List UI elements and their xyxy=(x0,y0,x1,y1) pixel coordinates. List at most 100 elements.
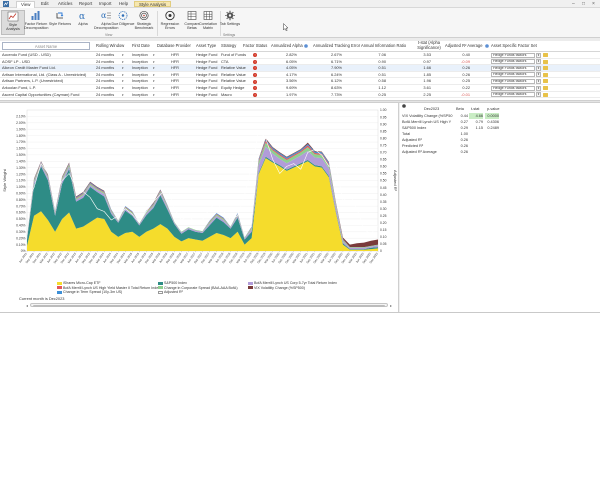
rolling-window-dropdown-icon[interactable]: ▾ xyxy=(122,66,124,71)
warning-icon[interactable]: ! xyxy=(253,86,257,91)
column-header[interactable]: Strategy xyxy=(221,43,237,48)
factor-set-select[interactable]: Hedge Funds factors xyxy=(491,79,535,85)
scroll-right-icon[interactable]: ▸ xyxy=(389,303,392,308)
maximize-icon[interactable]: □ xyxy=(582,1,586,7)
factor-set-dropdown-icon[interactable]: ▾ xyxy=(536,59,541,65)
column-header[interactable]: Rolling Window xyxy=(96,43,125,48)
column-header[interactable]: Factor Status xyxy=(243,43,268,48)
x-tick-label: Jun 2022 xyxy=(327,251,337,263)
column-header[interactable]: Asset Type xyxy=(196,43,217,48)
settings-icon[interactable] xyxy=(402,104,406,108)
factor-return-decomposition-button[interactable]: Factor Return Decomposition xyxy=(24,10,48,35)
alpha-button[interactable]: α Alpha xyxy=(71,10,95,35)
rolling-window-dropdown-icon[interactable]: ▾ xyxy=(122,92,124,97)
column-header[interactable]: Asset Specific Factor Set xyxy=(491,43,537,48)
factor-set-dropdown-icon[interactable]: ▾ xyxy=(536,92,541,98)
factor-set-dropdown-icon[interactable]: ▾ xyxy=(536,65,541,71)
compare-betas-button[interactable]: Compare Betas xyxy=(180,10,204,35)
column-header[interactable]: Database Provider xyxy=(157,43,191,48)
column-header[interactable]: Annual Information Ratio xyxy=(361,43,407,48)
menu-report[interactable]: Report xyxy=(79,1,93,6)
warning-icon[interactable]: ! xyxy=(253,59,257,64)
info-icon[interactable] xyxy=(485,44,489,48)
asset-name-search-input[interactable]: Asset Name xyxy=(2,42,90,50)
menu-edit[interactable]: Edit xyxy=(41,1,49,6)
strategic-benchmark-button[interactable]: Strategic Benchmark xyxy=(132,10,156,35)
y-tick-label: 1.00% xyxy=(16,185,25,189)
scroll-left-icon[interactable]: ◂ xyxy=(26,303,29,308)
tab-settings-button[interactable]: Tab Settings xyxy=(218,10,242,35)
column-header[interactable]: First Date xyxy=(132,43,150,48)
factor-set-select[interactable]: Hedge Funds factors xyxy=(491,52,535,58)
first-date-dropdown-icon[interactable]: ▾ xyxy=(153,72,155,77)
x-tick-label: Sep 2022 xyxy=(333,251,344,264)
factor-set-dropdown-icon[interactable]: ▾ xyxy=(536,79,541,85)
folder-icon[interactable] xyxy=(543,66,548,71)
menu-articles[interactable]: Articles xyxy=(58,1,73,6)
menu-help[interactable]: Help xyxy=(119,1,129,6)
folder-icon[interactable] xyxy=(543,72,548,77)
folder-icon[interactable] xyxy=(543,79,548,84)
folder-icon[interactable] xyxy=(543,86,548,90)
scrollbar-thumb[interactable] xyxy=(33,304,385,307)
folder-icon[interactable] xyxy=(543,59,548,64)
first-date-dropdown-icon[interactable]: ▾ xyxy=(153,59,155,64)
first-date-dropdown-icon[interactable]: ▾ xyxy=(153,53,155,57)
table-row[interactable]: Accendo Fund (USD - USD) 24 months Incepti… xyxy=(0,52,600,59)
factor-set-select[interactable]: Hedge Funds factors xyxy=(491,59,535,65)
panel-splitter[interactable] xyxy=(0,100,600,103)
correlation-matrix-button[interactable]: Correlation Matrix xyxy=(196,10,220,35)
cell-ir: 0.25 xyxy=(378,91,386,97)
warning-icon[interactable]: ! xyxy=(253,92,257,97)
first-date-dropdown-icon[interactable]: ▾ xyxy=(153,66,155,71)
warning-icon[interactable]: ! xyxy=(253,79,257,84)
factor-set-select[interactable]: Hedge Funds factors xyxy=(491,85,535,91)
due-diligence-button[interactable]: Due Diligence xyxy=(111,10,135,35)
first-date-dropdown-icon[interactable]: ▾ xyxy=(153,92,155,97)
table-row[interactable]: AOSF LP - USD 24 months Inception HFR Hedge … xyxy=(0,59,600,66)
legend-item: VIX Volatility Change (%SP500) xyxy=(248,286,305,290)
rolling-window-dropdown-icon[interactable]: ▾ xyxy=(122,72,124,77)
column-header[interactable]: Adjusted R² Average xyxy=(445,43,483,48)
menu-view[interactable]: View xyxy=(16,1,36,8)
folder-icon[interactable] xyxy=(543,92,548,97)
warning-icon[interactable]: ! xyxy=(253,53,257,58)
factor-set-select[interactable]: Hedge Funds factors xyxy=(491,72,535,78)
column-header[interactable]: Annualized Alpha xyxy=(271,43,303,48)
factor-set-select[interactable]: Hedge Funds factors xyxy=(491,65,535,71)
close-icon[interactable]: × xyxy=(592,1,595,7)
factor-set-dropdown-icon[interactable]: ▾ xyxy=(536,85,541,91)
first-date-dropdown-icon[interactable]: ▾ xyxy=(153,86,155,90)
table-row[interactable]: Ascent Capital Opportunities (Cayman) Fu… xyxy=(0,92,600,99)
style-analysis-button[interactable]: Style Analysis xyxy=(1,10,25,35)
table-row[interactable]: Artisan International, Ltd. (Class A - U… xyxy=(0,72,600,79)
rolling-window-dropdown-icon[interactable]: ▾ xyxy=(122,79,124,84)
rolling-window-dropdown-icon[interactable]: ▾ xyxy=(122,59,124,64)
warning-icon[interactable]: ! xyxy=(253,66,257,71)
factor-set-select[interactable]: Hedge Funds factors xyxy=(491,92,535,98)
factor-set-dropdown-icon[interactable]: ▾ xyxy=(536,72,541,78)
time-scrollbar[interactable]: ◂ ▸ xyxy=(26,303,392,308)
alpha-decomposition-button[interactable]: α Alpha Decomposition xyxy=(94,10,118,35)
menu-style-analysis[interactable]: Style Analysis xyxy=(134,1,172,7)
menu-import[interactable]: Import xyxy=(99,1,112,6)
warning-icon[interactable]: ! xyxy=(253,72,257,77)
minimize-icon[interactable]: – xyxy=(572,1,575,7)
column-header[interactable]: t-stat (Alpha Significance) xyxy=(417,40,441,50)
rolling-window-dropdown-icon[interactable]: ▾ xyxy=(122,53,124,57)
cell-alpha: 3.56% xyxy=(285,78,297,84)
table-row[interactable]: Artisan Partners, L.P. (Unrestricted) 24 … xyxy=(0,78,600,85)
x-tick-label: Sep 2018 xyxy=(221,251,232,264)
column-header[interactable]: Annualized Tracking Error xyxy=(313,43,361,48)
legend-item: iShares Micro-Cap ETF xyxy=(57,281,101,285)
folder-icon[interactable] xyxy=(543,53,548,57)
first-date-dropdown-icon[interactable]: ▾ xyxy=(153,79,155,84)
info-icon[interactable] xyxy=(304,44,308,48)
regression-errors-button[interactable]: Regression Errors xyxy=(158,10,182,35)
style-returns-button[interactable]: Style Returns xyxy=(48,10,72,35)
table-row[interactable]: Arkoolan Fund, L.P. 24 months Inception HFR… xyxy=(0,85,600,92)
rolling-window-dropdown-icon[interactable]: ▾ xyxy=(122,86,124,90)
table-row[interactable]: Alkeon Credit Master Fund Ltd. 24 months I… xyxy=(0,65,600,72)
factor-set-dropdown-icon[interactable]: ▾ xyxy=(536,52,541,58)
y-right-tick-label: 0.15 xyxy=(380,228,387,232)
